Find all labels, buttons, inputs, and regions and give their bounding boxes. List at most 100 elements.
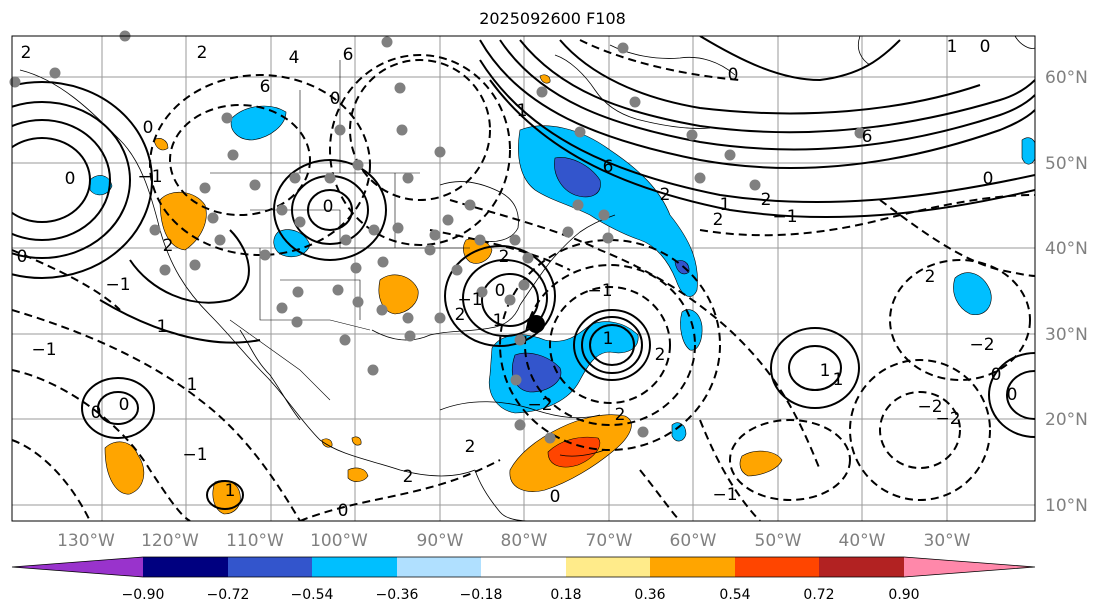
contour-label: 2 (499, 247, 510, 267)
contour-label: −1 (31, 340, 56, 360)
dashed-contours (12, 39, 1035, 521)
lat-label: 50°N (1045, 154, 1088, 174)
contour-label: −1 (457, 290, 482, 310)
colorbar-swatch (650, 557, 735, 577)
contour-label: 6 (603, 157, 614, 177)
contour-label: 0 (17, 247, 28, 267)
contour-label: 0 (495, 281, 506, 301)
longitude-axis: 130°W 120°W 110°W 100°W 90°W 80°W 70°W 6… (57, 531, 971, 551)
colorbar-swatch (397, 557, 481, 577)
latitude-axis: 60°N 50°N 40°N 30°N 20°N 10°N (1045, 68, 1088, 516)
contour-label: 0 (323, 197, 334, 217)
colorbar-swatch (228, 557, 312, 577)
colorbar-swatch (312, 557, 397, 577)
contour-label: 2 (615, 405, 626, 425)
contour-label: 0 (143, 118, 154, 138)
map-frame (11, 35, 1036, 522)
contour-label: 6 (343, 45, 354, 65)
contour-label: 0 (980, 37, 991, 57)
contour-label: 0 (1007, 385, 1018, 405)
colorbar-swatch (143, 557, 228, 577)
contour-label: 2 (163, 236, 174, 256)
contour-label: 0 (65, 169, 76, 189)
contour-label: −1 (182, 445, 207, 465)
contour-label: 0 (119, 395, 130, 415)
lon-label: 50°W (755, 531, 802, 551)
contour-label: 1 (720, 195, 731, 215)
lat-label: 20°N (1045, 410, 1088, 430)
colorbar-tick: −0.54 (291, 587, 334, 603)
contour-label: 2 (21, 43, 32, 63)
lon-label: 60°W (670, 531, 717, 551)
contour-label: 0 (991, 365, 1002, 385)
lon-label: 30°W (924, 531, 971, 551)
contour-label: 1 (820, 361, 831, 381)
lat-label: 40°N (1045, 239, 1088, 259)
contour-label: 0 (338, 501, 349, 521)
colorbar: −0.90 −0.72 −0.54 −0.36 −0.18 0.18 0.36 … (11, 556, 1036, 603)
colorbar-tick: 0.72 (803, 587, 834, 603)
station-markers (9, 30, 866, 444)
contour-label: 2 (197, 43, 208, 63)
contour-label: −1 (137, 167, 162, 187)
lat-label: 10°N (1045, 496, 1088, 516)
contour-label: 1 (187, 375, 198, 395)
lon-label: 120°W (141, 531, 199, 551)
contour-label: 1 (947, 37, 958, 57)
contour-label: −1 (105, 275, 130, 295)
colorbar-tick: 0.36 (634, 587, 665, 603)
lon-label: 40°W (839, 531, 886, 551)
colorbar-tick: −0.18 (460, 587, 503, 603)
contour-label: 2 (455, 305, 466, 325)
colorbar-swatch (566, 557, 650, 577)
colorbar-tick: 0.54 (719, 587, 750, 603)
contour-label: 1 (833, 370, 844, 390)
contour-label: 0 (550, 487, 561, 507)
contour-label: 4 (289, 48, 300, 68)
contour-label: −2 (935, 409, 960, 429)
contour-label: 6 (260, 77, 271, 97)
contour-label: 2 (465, 437, 476, 457)
lat-label: 30°N (1045, 325, 1088, 345)
center-dot (527, 315, 545, 333)
contour-label: −1 (712, 485, 737, 505)
colorbar-tick: 0.18 (550, 587, 581, 603)
contour-label: −1 (587, 281, 612, 301)
colorbar-swatch (735, 557, 819, 577)
solid-contours (12, 36, 1035, 510)
contour-label: 2 (925, 267, 936, 287)
colorbar-outline (11, 556, 1036, 578)
colorbar-swatch (819, 557, 904, 577)
contour-label: 0 (330, 89, 341, 109)
contour-label: 2 (403, 467, 414, 487)
contour-label: 1 (517, 101, 528, 121)
lon-label: 70°W (586, 531, 633, 551)
colorbar-tick: 0.90 (888, 587, 919, 603)
contour-label: 1 (157, 317, 168, 337)
lon-label: 90°W (417, 531, 464, 551)
contour-label: 2 (660, 185, 671, 205)
colorbar-swatch (12, 557, 143, 577)
lon-label: 110°W (226, 531, 284, 551)
contour-label: 1 (493, 311, 504, 331)
contour-label: 1 (225, 481, 236, 501)
colorbar-tick: −0.72 (207, 587, 250, 603)
colorbar-tick: −0.90 (122, 587, 165, 603)
lon-label: 100°W (310, 531, 368, 551)
lon-label: 80°W (501, 531, 548, 551)
contour-label: 2 (655, 345, 666, 365)
map-title: 2025092600 F108 (479, 9, 626, 28)
colorbar-tick: −0.36 (376, 587, 419, 603)
contour-label: 0 (983, 169, 994, 189)
contour-label: 2 (713, 210, 724, 230)
contour-labels: 2 2 4 6 6 0 0 0 −1 2 −1 1 0 0 0 1 1 −1 2… (17, 37, 1018, 521)
contour-label: 1 (603, 329, 614, 349)
contour-label: 0 (728, 65, 739, 85)
contour-label: −2 (917, 397, 942, 417)
lon-label: 130°W (57, 531, 115, 551)
contour-label: −1 (772, 207, 797, 227)
anomaly-shading (89, 74, 1035, 515)
contour-label: −2 (527, 395, 552, 415)
contour-label: 2 (761, 190, 772, 210)
